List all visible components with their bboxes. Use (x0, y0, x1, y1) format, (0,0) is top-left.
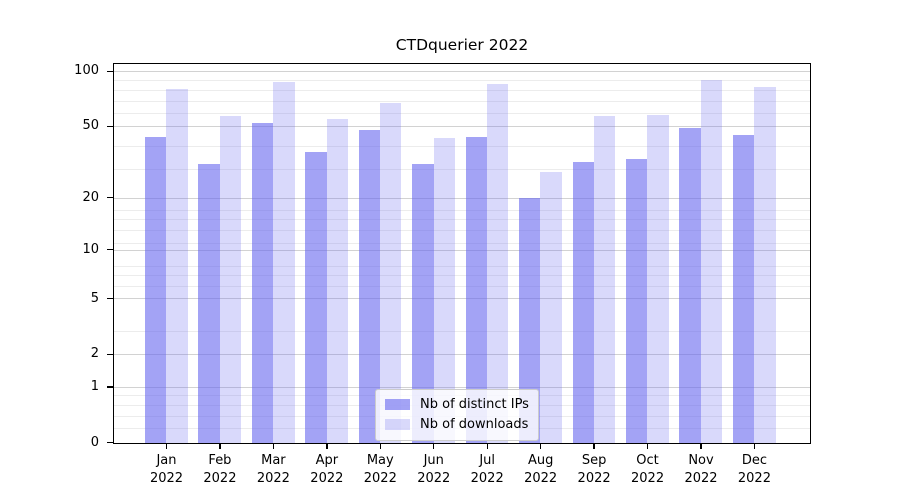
plot-area: Nb of distinct IPs Nb of downloads (113, 62, 811, 444)
bar-distinct-ips-sep (572, 161, 594, 443)
x-tick-label: Feb 2022 (203, 453, 237, 486)
bar-distinct-ips-mar (251, 123, 274, 443)
bar-distinct-ips-aug (519, 197, 541, 443)
bar-distinct-ips-dec (732, 134, 755, 443)
x-tick-label: Sep 2022 (577, 453, 611, 486)
gridline-minor (114, 331, 810, 332)
x-tick-label: Mar 2022 (256, 453, 290, 486)
x-tick-mark (593, 444, 595, 449)
x-tick-mark (272, 444, 275, 449)
y-tick-label: 10 (82, 241, 99, 257)
gridline-minor (114, 80, 810, 82)
y-tick-mark (107, 197, 113, 199)
x-tick-label: May 2022 (363, 453, 397, 486)
x-tick-label: Jul 2022 (470, 453, 504, 486)
legend: Nb of distinct IPs Nb of downloads (375, 388, 539, 441)
y-tick-label: 20 (82, 189, 99, 205)
legend-swatch-downloads (385, 419, 410, 430)
x-tick-label: Apr 2022 (310, 453, 344, 486)
y-tick-label: 1 (90, 379, 99, 394)
gridline-minor (114, 265, 810, 267)
gridline-minor (114, 275, 810, 277)
bar-downloads-mar (273, 81, 295, 443)
bar-downloads-jul (487, 83, 509, 443)
bar-distinct-ips-oct (625, 159, 648, 443)
bar-downloads-sep (593, 116, 616, 443)
x-tick-mark (753, 444, 756, 449)
bar-distinct-ips-jan (144, 136, 167, 443)
bar-downloads-jun (433, 138, 455, 443)
bar-downloads-feb (219, 116, 242, 443)
gridline-minor (114, 113, 810, 115)
gridline-major (114, 386, 810, 388)
x-tick-label: Aug 2022 (524, 453, 558, 486)
gridline-minor (114, 145, 810, 147)
y-tick-label: 100 (74, 63, 99, 79)
y-tick-mark (107, 297, 113, 300)
bar-distinct-ips-jun (412, 164, 434, 443)
legend-label-downloads: Nb of downloads (420, 417, 529, 432)
x-tick-label: Jun 2022 (417, 453, 451, 486)
bar-downloads-aug (540, 171, 562, 443)
bar-downloads-may (380, 103, 402, 443)
gridline-minor (114, 209, 810, 211)
y-tick-label: 2 (90, 346, 99, 362)
x-tick-mark (219, 444, 221, 449)
gridline-major (114, 354, 810, 356)
gridline-major (114, 298, 810, 300)
x-tick-mark (700, 444, 702, 449)
x-tick-mark (165, 444, 168, 449)
y-tick-mark (107, 125, 113, 127)
gridline-minor (114, 219, 810, 221)
x-tick-mark (326, 444, 328, 449)
y-tick-label: 0 (90, 434, 99, 450)
bar-distinct-ips-feb (198, 164, 220, 443)
bar-distinct-ips-nov (679, 128, 701, 443)
y-tick-mark (107, 70, 113, 72)
x-tick-mark (646, 444, 649, 449)
gridline-minor (114, 168, 810, 170)
bar-distinct-ips-jul (465, 136, 487, 443)
bar-downloads-dec (754, 87, 776, 443)
y-tick-label: 50 (82, 118, 99, 134)
legend-entry-distinct-ips: Nb of distinct IPs (385, 395, 529, 415)
bar-downloads-nov (700, 79, 723, 443)
bar-downloads-oct (647, 114, 669, 443)
x-tick-mark (379, 444, 381, 449)
gridline-minor (114, 230, 810, 232)
x-tick-label: Dec 2022 (737, 453, 771, 486)
x-tick-label: Oct 2022 (631, 453, 665, 486)
gridline-major (114, 249, 810, 251)
bar-downloads-jan (166, 89, 188, 443)
bar-distinct-ips-may (358, 129, 381, 443)
gridline-minor (114, 89, 810, 91)
legend-label-distinct-ips: Nb of distinct IPs (420, 397, 529, 412)
gridline-major (114, 71, 810, 73)
y-tick-label: 5 (90, 290, 99, 306)
y-tick-mark (107, 442, 113, 444)
y-tick-mark (107, 249, 113, 251)
gridline-minor (114, 285, 810, 287)
x-tick-mark (433, 444, 435, 449)
x-tick-mark (486, 444, 488, 449)
y-tick-mark (107, 353, 113, 356)
bar-downloads-apr (326, 118, 349, 443)
legend-swatch-distinct-ips (385, 399, 410, 410)
bar-distinct-ips-apr (305, 152, 327, 443)
gridline-minor (114, 100, 810, 102)
gridline-minor (114, 242, 810, 244)
gridline-major (114, 126, 810, 128)
gridline-major (114, 197, 810, 199)
chart-title: CTDquerier 2022 (395, 36, 529, 54)
x-tick-mark (539, 444, 542, 449)
legend-entry-downloads: Nb of downloads (385, 415, 529, 435)
x-tick-label: Jan 2022 (149, 453, 184, 486)
y-tick-mark (107, 386, 113, 388)
x-tick-label: Nov 2022 (684, 453, 718, 486)
